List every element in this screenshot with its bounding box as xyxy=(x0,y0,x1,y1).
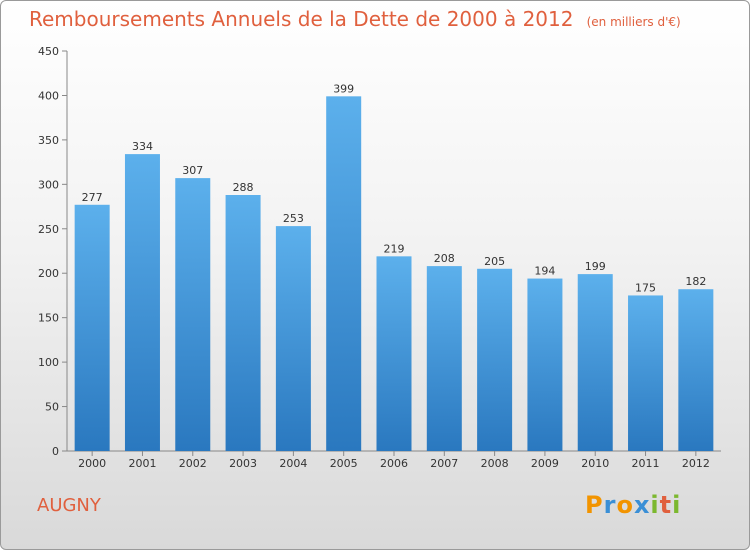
y-tick-label: 100 xyxy=(38,356,59,369)
bar-2000 xyxy=(74,204,110,451)
value-label-2000: 277 xyxy=(82,191,103,204)
value-label-2008: 205 xyxy=(484,255,505,268)
bar-2009 xyxy=(527,278,563,451)
logo-letter: P xyxy=(585,491,604,519)
logo-letter: i xyxy=(672,491,682,519)
bar-2004 xyxy=(275,226,311,451)
x-tick-label-2002: 2002 xyxy=(179,457,207,470)
y-tick-label: 50 xyxy=(45,401,59,414)
logo-letter: t xyxy=(659,491,673,519)
y-tick-label: 0 xyxy=(52,445,59,458)
y-tick-label: 400 xyxy=(38,89,59,102)
logo-letter: o xyxy=(616,491,634,519)
x-tick-label-2009: 2009 xyxy=(531,457,559,470)
value-label-2007: 208 xyxy=(434,252,455,265)
value-label-2012: 182 xyxy=(685,275,706,288)
bar-2010 xyxy=(577,274,613,451)
value-label-2003: 288 xyxy=(233,181,254,194)
value-label-2002: 307 xyxy=(182,164,203,177)
bar-2006 xyxy=(376,256,412,451)
x-tick-label-2007: 2007 xyxy=(430,457,458,470)
value-label-2001: 334 xyxy=(132,140,153,153)
y-tick-label: 150 xyxy=(38,312,59,325)
y-tick-label: 350 xyxy=(38,134,59,147)
bar-2001 xyxy=(124,154,160,451)
logo-letter: i xyxy=(650,491,660,519)
value-label-2009: 194 xyxy=(534,265,555,278)
y-tick-label: 450 xyxy=(38,45,59,58)
value-label-2010: 199 xyxy=(585,260,606,273)
bar-2008 xyxy=(477,268,513,451)
bar-2003 xyxy=(225,195,261,451)
logo-letter: x xyxy=(633,491,651,519)
x-tick-label-2001: 2001 xyxy=(128,457,156,470)
logo-letter: r xyxy=(603,491,617,519)
chart-title: Remboursements Annuels de la Dette de 20… xyxy=(29,7,574,31)
bar-2005 xyxy=(326,96,362,451)
value-label-2004: 253 xyxy=(283,212,304,225)
commune-name: AUGNY xyxy=(37,495,101,516)
y-tick-label: 300 xyxy=(38,178,59,191)
x-tick-label-2012: 2012 xyxy=(682,457,710,470)
chart-subtitle: (en milliers d'€) xyxy=(586,15,681,29)
x-tick-label-2000: 2000 xyxy=(78,457,106,470)
value-label-2006: 219 xyxy=(384,242,405,255)
y-tick-label: 200 xyxy=(38,267,59,280)
x-tick-label-2004: 2004 xyxy=(279,457,307,470)
bar-2012 xyxy=(678,289,714,451)
value-label-2011: 175 xyxy=(635,281,656,294)
value-label-2005: 399 xyxy=(333,82,354,95)
x-tick-label-2011: 2011 xyxy=(632,457,660,470)
bar-2007 xyxy=(426,266,462,451)
bar-2002 xyxy=(175,178,211,451)
y-tick-label: 250 xyxy=(38,223,59,236)
bar-2011 xyxy=(628,295,664,451)
x-tick-label-2005: 2005 xyxy=(330,457,358,470)
x-tick-label-2010: 2010 xyxy=(581,457,609,470)
x-tick-label-2006: 2006 xyxy=(380,457,408,470)
x-tick-label-2003: 2003 xyxy=(229,457,257,470)
x-tick-label-2008: 2008 xyxy=(481,457,509,470)
proxiti-logo: Proxiti xyxy=(585,491,681,519)
title-row: Remboursements Annuels de la Dette de 20… xyxy=(29,7,681,31)
